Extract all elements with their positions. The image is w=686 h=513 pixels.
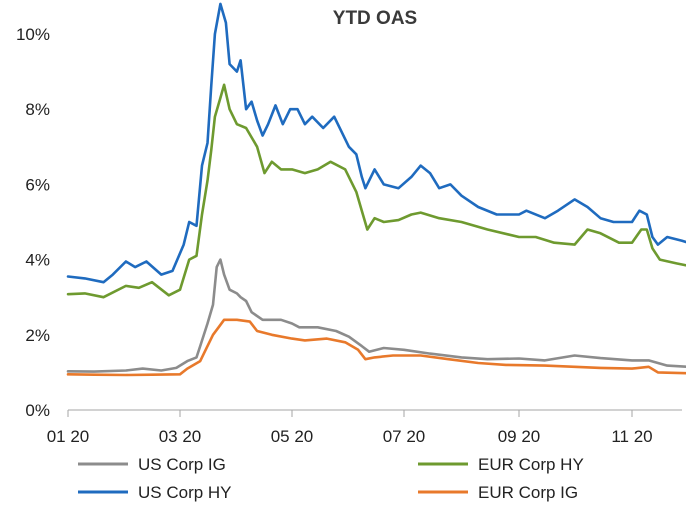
chart-title: YTD OAS — [333, 8, 417, 29]
x-tick-label: 07 20 — [383, 427, 426, 446]
x-tick-label: 09 20 — [498, 427, 541, 446]
y-axis: 0% 2% 4% 6% 8% 10% — [16, 25, 50, 420]
y-tick-label: 8% — [25, 100, 50, 119]
y-tick-label: 6% — [25, 175, 50, 194]
series-lines — [66, 2, 686, 377]
series-line-us-corp-hy — [66, 2, 686, 284]
legend-label-us-corp-hy: US Corp HY — [138, 483, 232, 502]
legend: US Corp IG EUR Corp HY US Corp HY EUR Corp … — [78, 455, 584, 502]
y-tick-label: 10% — [16, 25, 50, 44]
y-tick-label: 0% — [25, 401, 50, 420]
x-tick-label: 11 20 — [611, 427, 652, 446]
series-line-eur-corp-ig — [66, 318, 686, 377]
series-line-eur-corp-hy — [66, 83, 686, 299]
y-tick-label: 4% — [25, 251, 50, 270]
x-tick-label: 01 20 — [47, 427, 90, 446]
legend-label-us-corp-ig: US Corp IG — [138, 455, 226, 474]
x-tick-label: 03 20 — [159, 427, 202, 446]
legend-label-eur-corp-ig: EUR Corp IG — [478, 483, 578, 502]
legend-label-eur-corp-hy: EUR Corp HY — [478, 455, 584, 474]
x-axis: 01 20 03 20 05 20 07 20 09 20 11 20 — [47, 409, 682, 446]
x-tick-label: 05 20 — [271, 427, 314, 446]
series-line-us-corp-ig — [66, 258, 686, 373]
y-tick-label: 2% — [25, 326, 50, 345]
